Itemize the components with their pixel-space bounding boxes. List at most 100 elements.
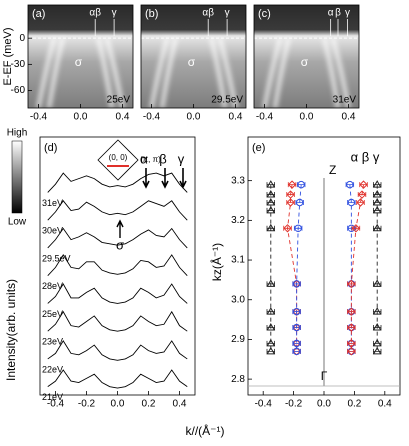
panel-label: (c) [258, 8, 271, 20]
photon-energy: 31eV [333, 95, 357, 106]
curve-label: 30eV [42, 226, 63, 236]
x-tick-label: -0.4 [30, 112, 48, 123]
point [372, 346, 382, 355]
band [262, 37, 283, 108]
curve-label: 31eV [42, 198, 63, 208]
y-tick-label: -30 [11, 59, 26, 70]
band [149, 37, 170, 108]
error-bar [345, 182, 355, 188]
point [266, 197, 276, 206]
x-tick-label: 0.0 [111, 399, 125, 410]
bands [262, 37, 351, 108]
y-axis-label: Intensity(arb. units) [4, 279, 18, 381]
annotation: α [140, 151, 148, 166]
x-tick-label: 0.4 [116, 112, 130, 123]
bands [149, 37, 238, 108]
error-bar [292, 281, 301, 287]
point [346, 180, 354, 189]
annotation: β [335, 8, 341, 19]
annotation: σ [188, 55, 196, 69]
point [292, 339, 301, 348]
arrow [161, 168, 169, 189]
error-bar [292, 348, 301, 354]
error-bar [347, 199, 356, 205]
intensity-map [28, 5, 133, 108]
point [359, 180, 368, 189]
point [283, 224, 292, 233]
point [347, 198, 356, 207]
annotation: Γ [321, 369, 328, 383]
x-tick-label: -0.4 [47, 399, 65, 410]
band [46, 37, 66, 108]
point [292, 323, 301, 332]
x-tick-label: 0.4 [173, 399, 187, 410]
point [292, 280, 301, 288]
point [266, 307, 276, 315]
error-bar [292, 325, 301, 331]
point [292, 347, 301, 356]
x-tick-label: -0.2 [78, 399, 96, 410]
panel-label: (b) [145, 8, 158, 20]
x-tick-label: -0.4 [143, 112, 161, 123]
photon-energy: 25eV [107, 95, 131, 106]
band [330, 37, 351, 108]
band [159, 37, 179, 108]
point [292, 307, 301, 316]
curve-label: 25eV [42, 309, 63, 319]
y-tick-label: 3.3 [231, 175, 245, 186]
spectrum [47, 227, 188, 249]
point [266, 323, 276, 331]
x-tick-label: 0.4 [342, 112, 356, 123]
y-tick-label: 0 [19, 33, 25, 44]
annotation: Z [329, 163, 336, 177]
guide-line [287, 184, 298, 352]
point [372, 223, 382, 232]
point [297, 180, 305, 189]
curve-label: 21eV [42, 392, 63, 402]
curve-label: 23eV [42, 337, 63, 347]
point [372, 205, 382, 214]
annotation: α [328, 8, 334, 19]
x-tick-label: 0.0 [187, 112, 201, 123]
x-tick-label: 0.0 [74, 112, 88, 123]
error-bar [293, 225, 303, 231]
point [372, 338, 382, 347]
y-tick-label: 3.1 [231, 255, 245, 266]
x-tick-label: 0.4 [378, 399, 392, 410]
spectrum [47, 172, 188, 193]
point [347, 307, 356, 316]
x-tick-label: 0.2 [347, 399, 361, 410]
spectrum [47, 310, 188, 332]
x-tick-label: -0.4 [256, 112, 274, 123]
colorbar-high: High [7, 128, 28, 139]
spectrum [47, 369, 188, 389]
point [266, 346, 276, 355]
spectrum [47, 200, 188, 221]
intensity-map [141, 5, 246, 108]
x-tick-label: -0.4 [255, 399, 273, 410]
y-tick-label: 2.9 [231, 334, 245, 345]
point [372, 323, 382, 331]
curve-label: 28eV [42, 281, 63, 291]
annotation: σ [75, 55, 83, 69]
x-axis-label: k//(Å⁻¹) [186, 423, 225, 438]
band [217, 37, 238, 108]
point [351, 224, 361, 233]
curve-label: 22eV [42, 364, 63, 374]
panel-label: (a) [32, 8, 45, 20]
y-axis-label: kz(Å⁻¹) [209, 243, 224, 281]
point [266, 205, 276, 214]
guide-line [296, 184, 302, 352]
error-bar [297, 182, 306, 188]
annotation: αβ [202, 8, 214, 19]
band [272, 37, 292, 108]
spectrum [47, 254, 188, 277]
point [266, 180, 276, 188]
annotation: σ [301, 55, 309, 69]
point [295, 198, 304, 207]
point [286, 198, 295, 207]
band [321, 37, 341, 108]
y-tick-label: 3.0 [231, 294, 245, 305]
x-tick-label: 0.0 [300, 112, 314, 123]
annotation: αβ [89, 8, 101, 19]
